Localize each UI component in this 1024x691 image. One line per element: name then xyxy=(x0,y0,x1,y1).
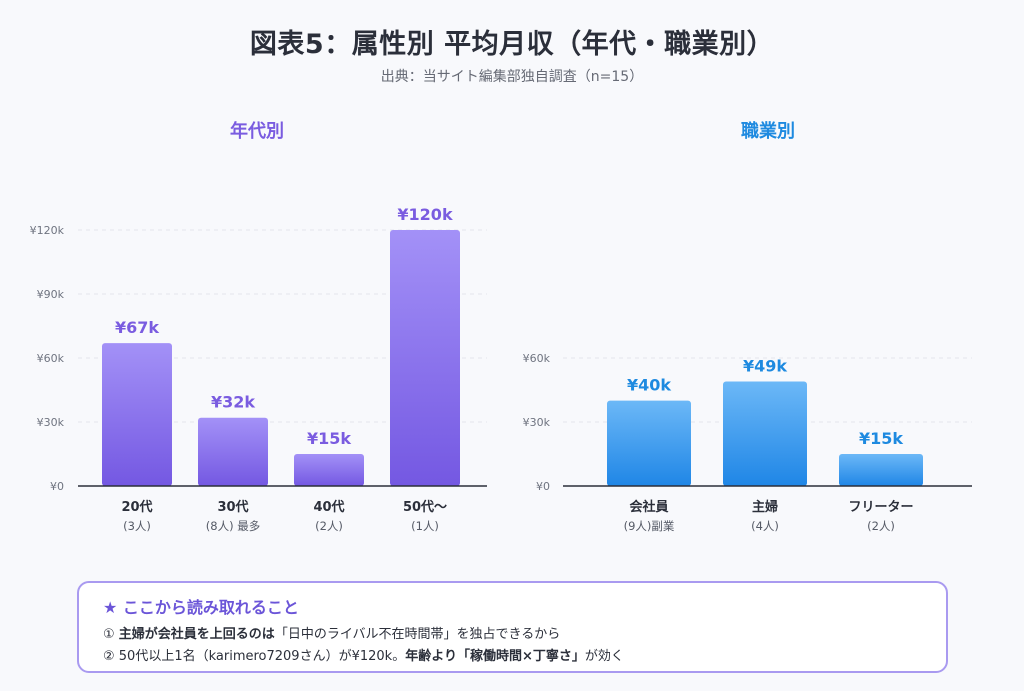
category-label: 会社員 xyxy=(629,499,668,515)
category-label: フリーター xyxy=(848,500,913,515)
bar xyxy=(390,230,460,486)
insight-box: ★ ここから読み取れること ① 主婦が会社員を上回るのは「日中のライバル不在時間… xyxy=(77,581,948,673)
data-label: ¥67k xyxy=(115,318,159,337)
insight-line-2-prefix: ② 50代以上1名（karimero7209さん）が¥120k。 xyxy=(103,649,406,664)
age-chart-title: 年代別 xyxy=(230,121,284,142)
insight-heading: ★ ここから読み取れること xyxy=(103,598,299,617)
category-sublabel: (9人)副業 xyxy=(624,519,675,533)
data-label: ¥15k xyxy=(859,429,903,448)
y-tick-label: ¥90k xyxy=(37,288,65,301)
category-label: 20代 xyxy=(121,499,152,515)
bar xyxy=(723,381,807,486)
insight-line-1: ① 主婦が会社員を上回るのは「日中のライバル不在時間帯」を独占できるから xyxy=(103,624,922,646)
y-tick-label: ¥60k xyxy=(523,352,551,365)
category-label: 30代 xyxy=(217,499,248,515)
category-sublabel: (2人) xyxy=(315,519,343,533)
bar xyxy=(102,343,172,486)
y-tick-label: ¥30k xyxy=(523,416,551,429)
category-label: 50代〜 xyxy=(403,499,447,515)
y-tick-label: ¥0 xyxy=(50,480,64,493)
bar xyxy=(198,417,268,486)
page-title: 図表5：属性別 平均月収（年代・職業別） xyxy=(249,29,775,60)
insight-line-1-prefix: ① xyxy=(103,627,119,642)
category-sublabel: (2人) xyxy=(867,519,895,533)
y-tick-label: ¥0 xyxy=(536,480,550,493)
data-label: ¥49k xyxy=(743,356,787,375)
data-label: ¥32k xyxy=(211,393,255,412)
insight-line-1-rest: 「日中のライバル不在時間帯」を独占できるから xyxy=(274,627,561,642)
y-tick-label: ¥120k xyxy=(30,224,65,237)
bar xyxy=(294,454,364,486)
category-sublabel: (1人) xyxy=(411,519,439,533)
category-label: 主婦 xyxy=(752,499,778,515)
bar xyxy=(607,400,691,486)
insight-line-2-bold: 年齢より「稼働時間×丁寧さ」 xyxy=(405,649,585,664)
data-label: ¥15k xyxy=(307,429,351,448)
insight-line-1-bold: 主婦が会社員を上回るのは xyxy=(118,627,275,642)
bar xyxy=(839,454,923,486)
source-note: 出典：当サイト編集部独自調査（n=15） xyxy=(380,69,644,85)
bar-charts: ¥0 ¥30k ¥60k ¥90k ¥120k ¥67k 20代 (3人) ¥32k 30代 (8人… xyxy=(30,205,972,533)
category-sublabel: (4人) xyxy=(751,519,779,533)
insight-line-2-rest: が効く xyxy=(584,649,624,664)
job-chart: ¥0 ¥30k ¥60k ¥40k 会社員 (9人)副業 ¥49k 主婦 (4人) ¥15k フリー… xyxy=(523,352,972,533)
data-label: ¥40k xyxy=(627,376,671,395)
y-tick-label: ¥30k xyxy=(37,416,65,429)
age-chart: ¥0 ¥30k ¥60k ¥90k ¥120k ¥67k 20代 (3人) ¥32k 30代 (8人… xyxy=(30,205,487,533)
category-label: 40代 xyxy=(313,499,344,515)
insight-line-2: ② 50代以上1名（karimero7209さん）が¥120k。年齢より「稼働時… xyxy=(103,646,922,668)
y-tick-label: ¥60k xyxy=(37,352,65,365)
data-label: ¥120k xyxy=(397,205,453,224)
category-sublabel: (3人) xyxy=(123,519,151,533)
job-chart-title: 職業別 xyxy=(741,121,795,142)
category-sublabel: (8人) 最多 xyxy=(206,519,260,533)
